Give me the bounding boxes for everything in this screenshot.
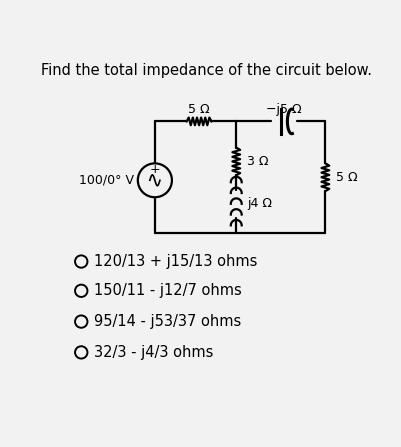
Text: 5 Ω: 5 Ω <box>188 102 209 116</box>
Text: +: + <box>149 163 160 176</box>
Text: 150/11 - j12/7 ohms: 150/11 - j12/7 ohms <box>93 283 241 298</box>
Text: −j5 Ω: −j5 Ω <box>266 102 302 116</box>
Text: 95/14 - j53/37 ohms: 95/14 - j53/37 ohms <box>93 314 240 329</box>
Text: 120/13 + j15/13 ohms: 120/13 + j15/13 ohms <box>93 254 256 269</box>
Text: 100/0° V: 100/0° V <box>79 174 134 187</box>
Text: 3 Ω: 3 Ω <box>247 155 268 168</box>
Text: Find the total impedance of the circuit below.: Find the total impedance of the circuit … <box>41 63 371 78</box>
Text: j4 Ω: j4 Ω <box>247 197 271 210</box>
Text: 5 Ω: 5 Ω <box>335 171 357 184</box>
Text: 32/3 - j4/3 ohms: 32/3 - j4/3 ohms <box>93 345 213 360</box>
